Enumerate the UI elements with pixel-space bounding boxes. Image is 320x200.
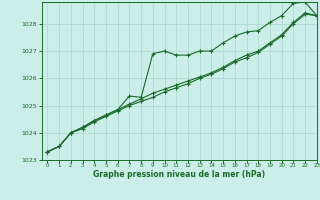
X-axis label: Graphe pression niveau de la mer (hPa): Graphe pression niveau de la mer (hPa) [93,170,265,179]
